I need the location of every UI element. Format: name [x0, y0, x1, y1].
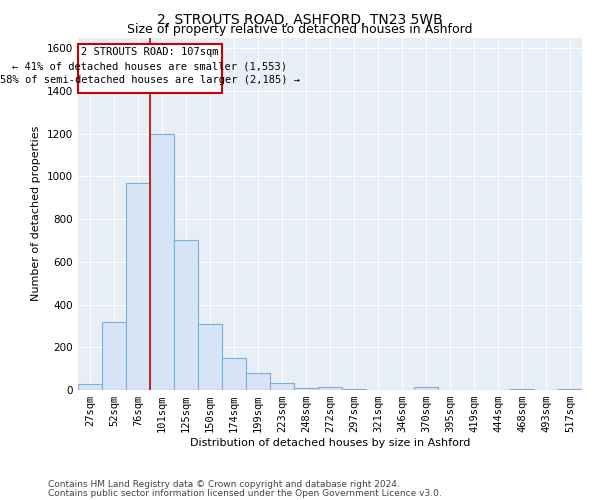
Bar — [222, 358, 246, 390]
Bar — [126, 183, 150, 390]
Bar — [270, 382, 294, 390]
Text: 2 STROUTS ROAD: 107sqm: 2 STROUTS ROAD: 107sqm — [81, 48, 219, 58]
X-axis label: Distribution of detached houses by size in Ashford: Distribution of detached houses by size … — [190, 438, 470, 448]
Bar — [510, 389, 534, 390]
Bar — [102, 322, 126, 390]
Bar — [414, 387, 438, 390]
Bar — [174, 240, 198, 390]
Text: ← 41% of detached houses are smaller (1,553): ← 41% of detached houses are smaller (1,… — [13, 62, 287, 72]
Text: Size of property relative to detached houses in Ashford: Size of property relative to detached ho… — [127, 22, 473, 36]
Bar — [150, 134, 174, 390]
Bar — [246, 373, 270, 390]
Bar — [558, 389, 582, 390]
Bar — [342, 389, 366, 390]
Bar — [78, 384, 102, 390]
Y-axis label: Number of detached properties: Number of detached properties — [31, 126, 41, 302]
Bar — [78, 44, 222, 93]
Bar — [294, 388, 318, 390]
Bar — [318, 387, 342, 390]
Text: Contains public sector information licensed under the Open Government Licence v3: Contains public sector information licen… — [48, 488, 442, 498]
Text: 2, STROUTS ROAD, ASHFORD, TN23 5WB: 2, STROUTS ROAD, ASHFORD, TN23 5WB — [157, 12, 443, 26]
Text: 58% of semi-detached houses are larger (2,185) →: 58% of semi-detached houses are larger (… — [0, 76, 300, 86]
Bar — [198, 324, 222, 390]
Text: Contains HM Land Registry data © Crown copyright and database right 2024.: Contains HM Land Registry data © Crown c… — [48, 480, 400, 489]
